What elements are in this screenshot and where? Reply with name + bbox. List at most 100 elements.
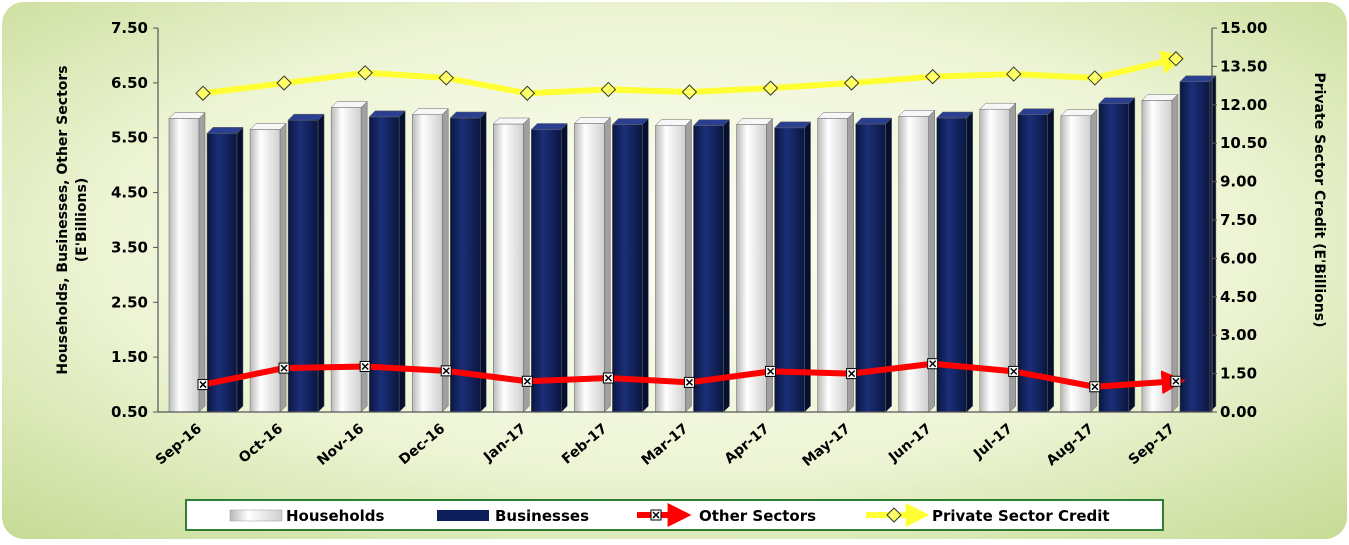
legend-label-private-sector-credit: Private Sector Credit xyxy=(932,507,1110,525)
point-other-sectors xyxy=(683,376,695,388)
y-left-tick-label: 0.50 xyxy=(111,403,148,421)
y-right-tick-label: 3.00 xyxy=(1220,326,1257,344)
bar-households-side xyxy=(847,111,854,413)
bar-households xyxy=(1060,109,1098,413)
bar-households-side xyxy=(604,116,611,413)
bar-businesses-side xyxy=(561,122,568,413)
bar-businesses xyxy=(1179,75,1217,413)
y-left-tick-label: 7.50 xyxy=(111,19,148,37)
point-private-sector-credit xyxy=(843,75,860,91)
point-private-sector-credit xyxy=(762,80,779,96)
bar-businesses-side xyxy=(723,119,730,413)
bar-households xyxy=(411,108,449,413)
bar-businesses xyxy=(692,119,731,413)
bar-households-side xyxy=(360,100,368,413)
bar-businesses xyxy=(773,121,812,413)
bar-businesses-side xyxy=(804,121,811,413)
bar-households-side xyxy=(1009,102,1017,413)
bar-businesses-side xyxy=(479,111,487,413)
point-private-sector-credit xyxy=(1168,51,1184,67)
point-other-sectors xyxy=(521,375,533,387)
bar-businesses xyxy=(530,122,568,413)
bar-households-side xyxy=(685,119,692,413)
y-left-tick-label: 6.50 xyxy=(111,74,148,92)
bar-businesses xyxy=(1017,108,1055,413)
point-other-sectors xyxy=(359,360,371,372)
bar-businesses-front xyxy=(693,125,724,413)
bar-businesses-side xyxy=(236,126,244,413)
bar-businesses-front xyxy=(1179,81,1211,413)
y-right-tick-label: 1.50 xyxy=(1220,365,1257,383)
bar-households-side xyxy=(1090,109,1098,413)
bar-households-front xyxy=(979,108,1011,413)
bar-households-side xyxy=(1171,93,1179,413)
y-left-title-line1: Households, Businesses, Other Sectors xyxy=(55,65,71,374)
point-other-sectors xyxy=(1008,365,1020,377)
bar-businesses xyxy=(855,117,893,413)
y-left-tick-label: 1.50 xyxy=(111,348,148,366)
bar-households-side xyxy=(928,109,935,413)
y-right-tick-label: 0.00 xyxy=(1220,403,1257,421)
y-right-tick-label: 9.00 xyxy=(1220,173,1257,191)
point-private-sector-credit xyxy=(1006,66,1022,82)
bar-businesses-side xyxy=(1128,97,1136,413)
bar-households-front xyxy=(655,125,686,413)
bar-businesses-front xyxy=(612,124,643,413)
y-left-tick-label: 2.50 xyxy=(111,293,148,311)
legend-swatch-households xyxy=(229,509,283,522)
point-other-sectors xyxy=(1089,381,1101,393)
bar-businesses-side xyxy=(642,117,649,413)
y-right-tick-label: 4.50 xyxy=(1220,288,1257,306)
legend: Households Businesses Other Sectors Private… xyxy=(185,499,1164,531)
bar-households xyxy=(735,117,774,413)
bar-households-front xyxy=(817,118,848,413)
bar-households xyxy=(330,100,368,413)
bar-businesses-front xyxy=(449,117,481,413)
bar-businesses xyxy=(611,117,649,413)
y-right-tick-label: 10.50 xyxy=(1220,134,1267,152)
bar-businesses-front xyxy=(1098,103,1130,413)
point-other-sectors xyxy=(278,362,290,374)
y-right-tick-label: 7.50 xyxy=(1220,211,1257,229)
bar-businesses-side xyxy=(966,111,973,413)
point-private-sector-credit xyxy=(681,84,698,100)
y-right-title: Private Sector Credit (E'Billions) xyxy=(1311,72,1327,327)
y-left-tick-label: 4.50 xyxy=(111,184,148,202)
bar-businesses-front xyxy=(368,116,400,413)
y-right-tick-label: 6.00 xyxy=(1220,249,1257,267)
bar-households xyxy=(817,111,855,413)
bar-businesses-front xyxy=(531,129,562,413)
point-private-sector-credit xyxy=(195,85,211,101)
bar-businesses-front xyxy=(206,133,238,413)
bar-households xyxy=(492,117,530,413)
bar-households-side xyxy=(523,117,530,413)
bar-businesses-side xyxy=(317,113,325,413)
y-right-tick-label: 12.00 xyxy=(1220,96,1267,114)
bar-businesses-side xyxy=(398,110,406,413)
bar-households-front xyxy=(736,124,767,413)
bar-households-side xyxy=(441,108,449,413)
y-left-title-line2: (E'Billions) xyxy=(74,178,90,262)
point-private-sector-credit xyxy=(924,68,941,85)
legend-label-households: Households xyxy=(286,507,385,525)
point-private-sector-credit xyxy=(600,81,617,98)
bar-businesses-front xyxy=(1017,114,1049,413)
point-private-sector-credit xyxy=(438,70,454,86)
bar-households xyxy=(979,102,1017,413)
bar-households-front xyxy=(493,123,524,413)
legend-swatch-private-sector-credit xyxy=(866,503,930,527)
point-other-sectors xyxy=(927,358,939,370)
bar-households xyxy=(573,116,611,413)
bar-businesses xyxy=(1098,97,1136,413)
bar-households-front xyxy=(1060,115,1092,413)
bar-businesses-front xyxy=(855,123,886,413)
bar-businesses-side xyxy=(1209,75,1217,413)
point-private-sector-credit xyxy=(357,65,373,81)
point-other-sectors xyxy=(602,372,614,384)
bar-households-front xyxy=(574,123,605,413)
point-other-sectors xyxy=(197,379,209,391)
bar-households-front xyxy=(168,118,200,413)
bar-households-front xyxy=(411,114,443,413)
